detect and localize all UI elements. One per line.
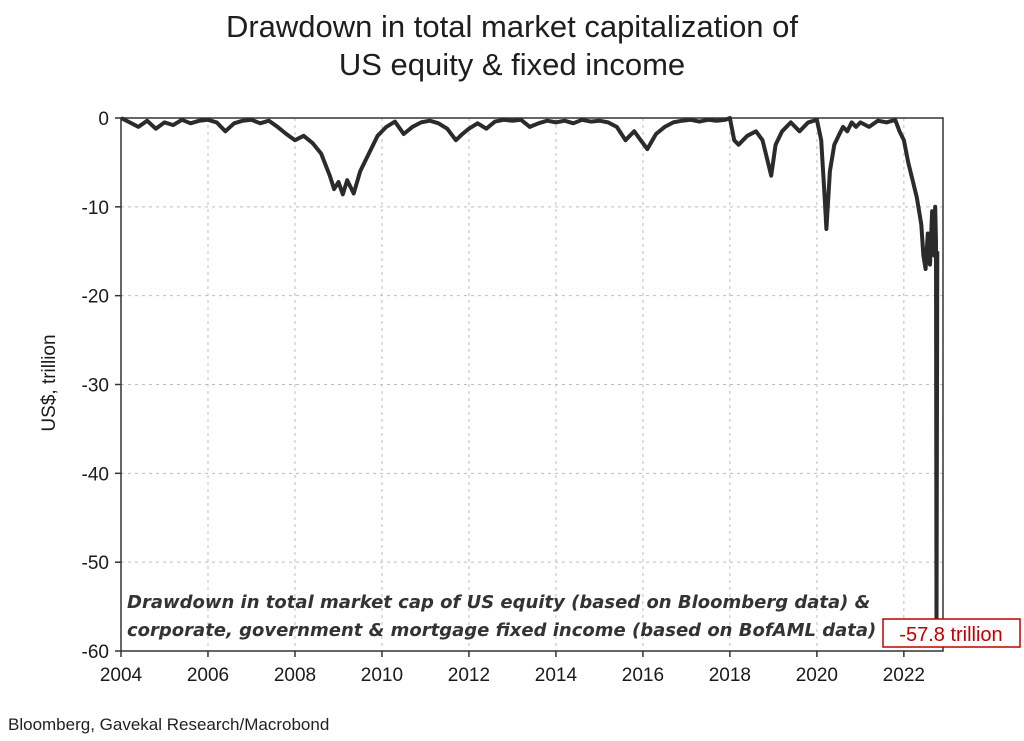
y-tick-label: -30	[82, 376, 109, 397]
x-tick-label: 2004	[100, 665, 143, 686]
x-tick-label: 2018	[709, 665, 751, 686]
y-tick-label: -40	[82, 464, 109, 485]
x-tick-label: 2020	[796, 665, 838, 686]
y-axis-ticks: 0 -10 -20 -30 -40 -50 -60	[82, 109, 121, 663]
callout-label: -57.8 trillion	[899, 624, 1002, 646]
x-tick-label: 2012	[448, 665, 490, 686]
y-tick-label: -60	[82, 642, 109, 663]
chart-title: Drawdown in total market capitalization …	[0, 8, 1024, 84]
annotation-line-2: corporate, government & mortgage fixed i…	[127, 620, 876, 641]
x-tick-label: 2022	[883, 665, 925, 686]
series-line-drawdown	[120, 116, 940, 634]
annotation-line-1: Drawdown in total market cap of US equit…	[127, 592, 870, 613]
y-axis-label: US$, trillion	[39, 334, 60, 431]
x-tick-label: 2008	[274, 665, 316, 686]
x-tick-label: 2016	[622, 665, 664, 686]
source-note: Bloomberg, Gavekal Research/Macrobond	[8, 715, 330, 734]
grid	[120, 117, 943, 652]
chart-annotation: Drawdown in total market cap of US equit…	[127, 592, 876, 641]
y-tick-label: 0	[98, 109, 109, 130]
x-tick-label: 2010	[361, 665, 403, 686]
plot-frame	[120, 117, 944, 652]
x-tick-label: 2014	[535, 665, 578, 686]
y-tick-label: -10	[82, 198, 109, 219]
chart-title-line-1: Drawdown in total market capitalization …	[225, 9, 799, 44]
chart-title-line-2: US equity & fixed income	[338, 47, 686, 82]
x-tick-label: 2006	[187, 665, 229, 686]
y-tick-label: -50	[82, 553, 109, 574]
y-tick-label: -20	[82, 287, 109, 308]
callout-box: -57.8 trillion	[882, 618, 1021, 648]
x-axis-ticks: 2004 2006 2008 2010 2012 2014 2016 2018 2020 2022	[100, 651, 925, 686]
callout-frame	[882, 618, 1021, 648]
